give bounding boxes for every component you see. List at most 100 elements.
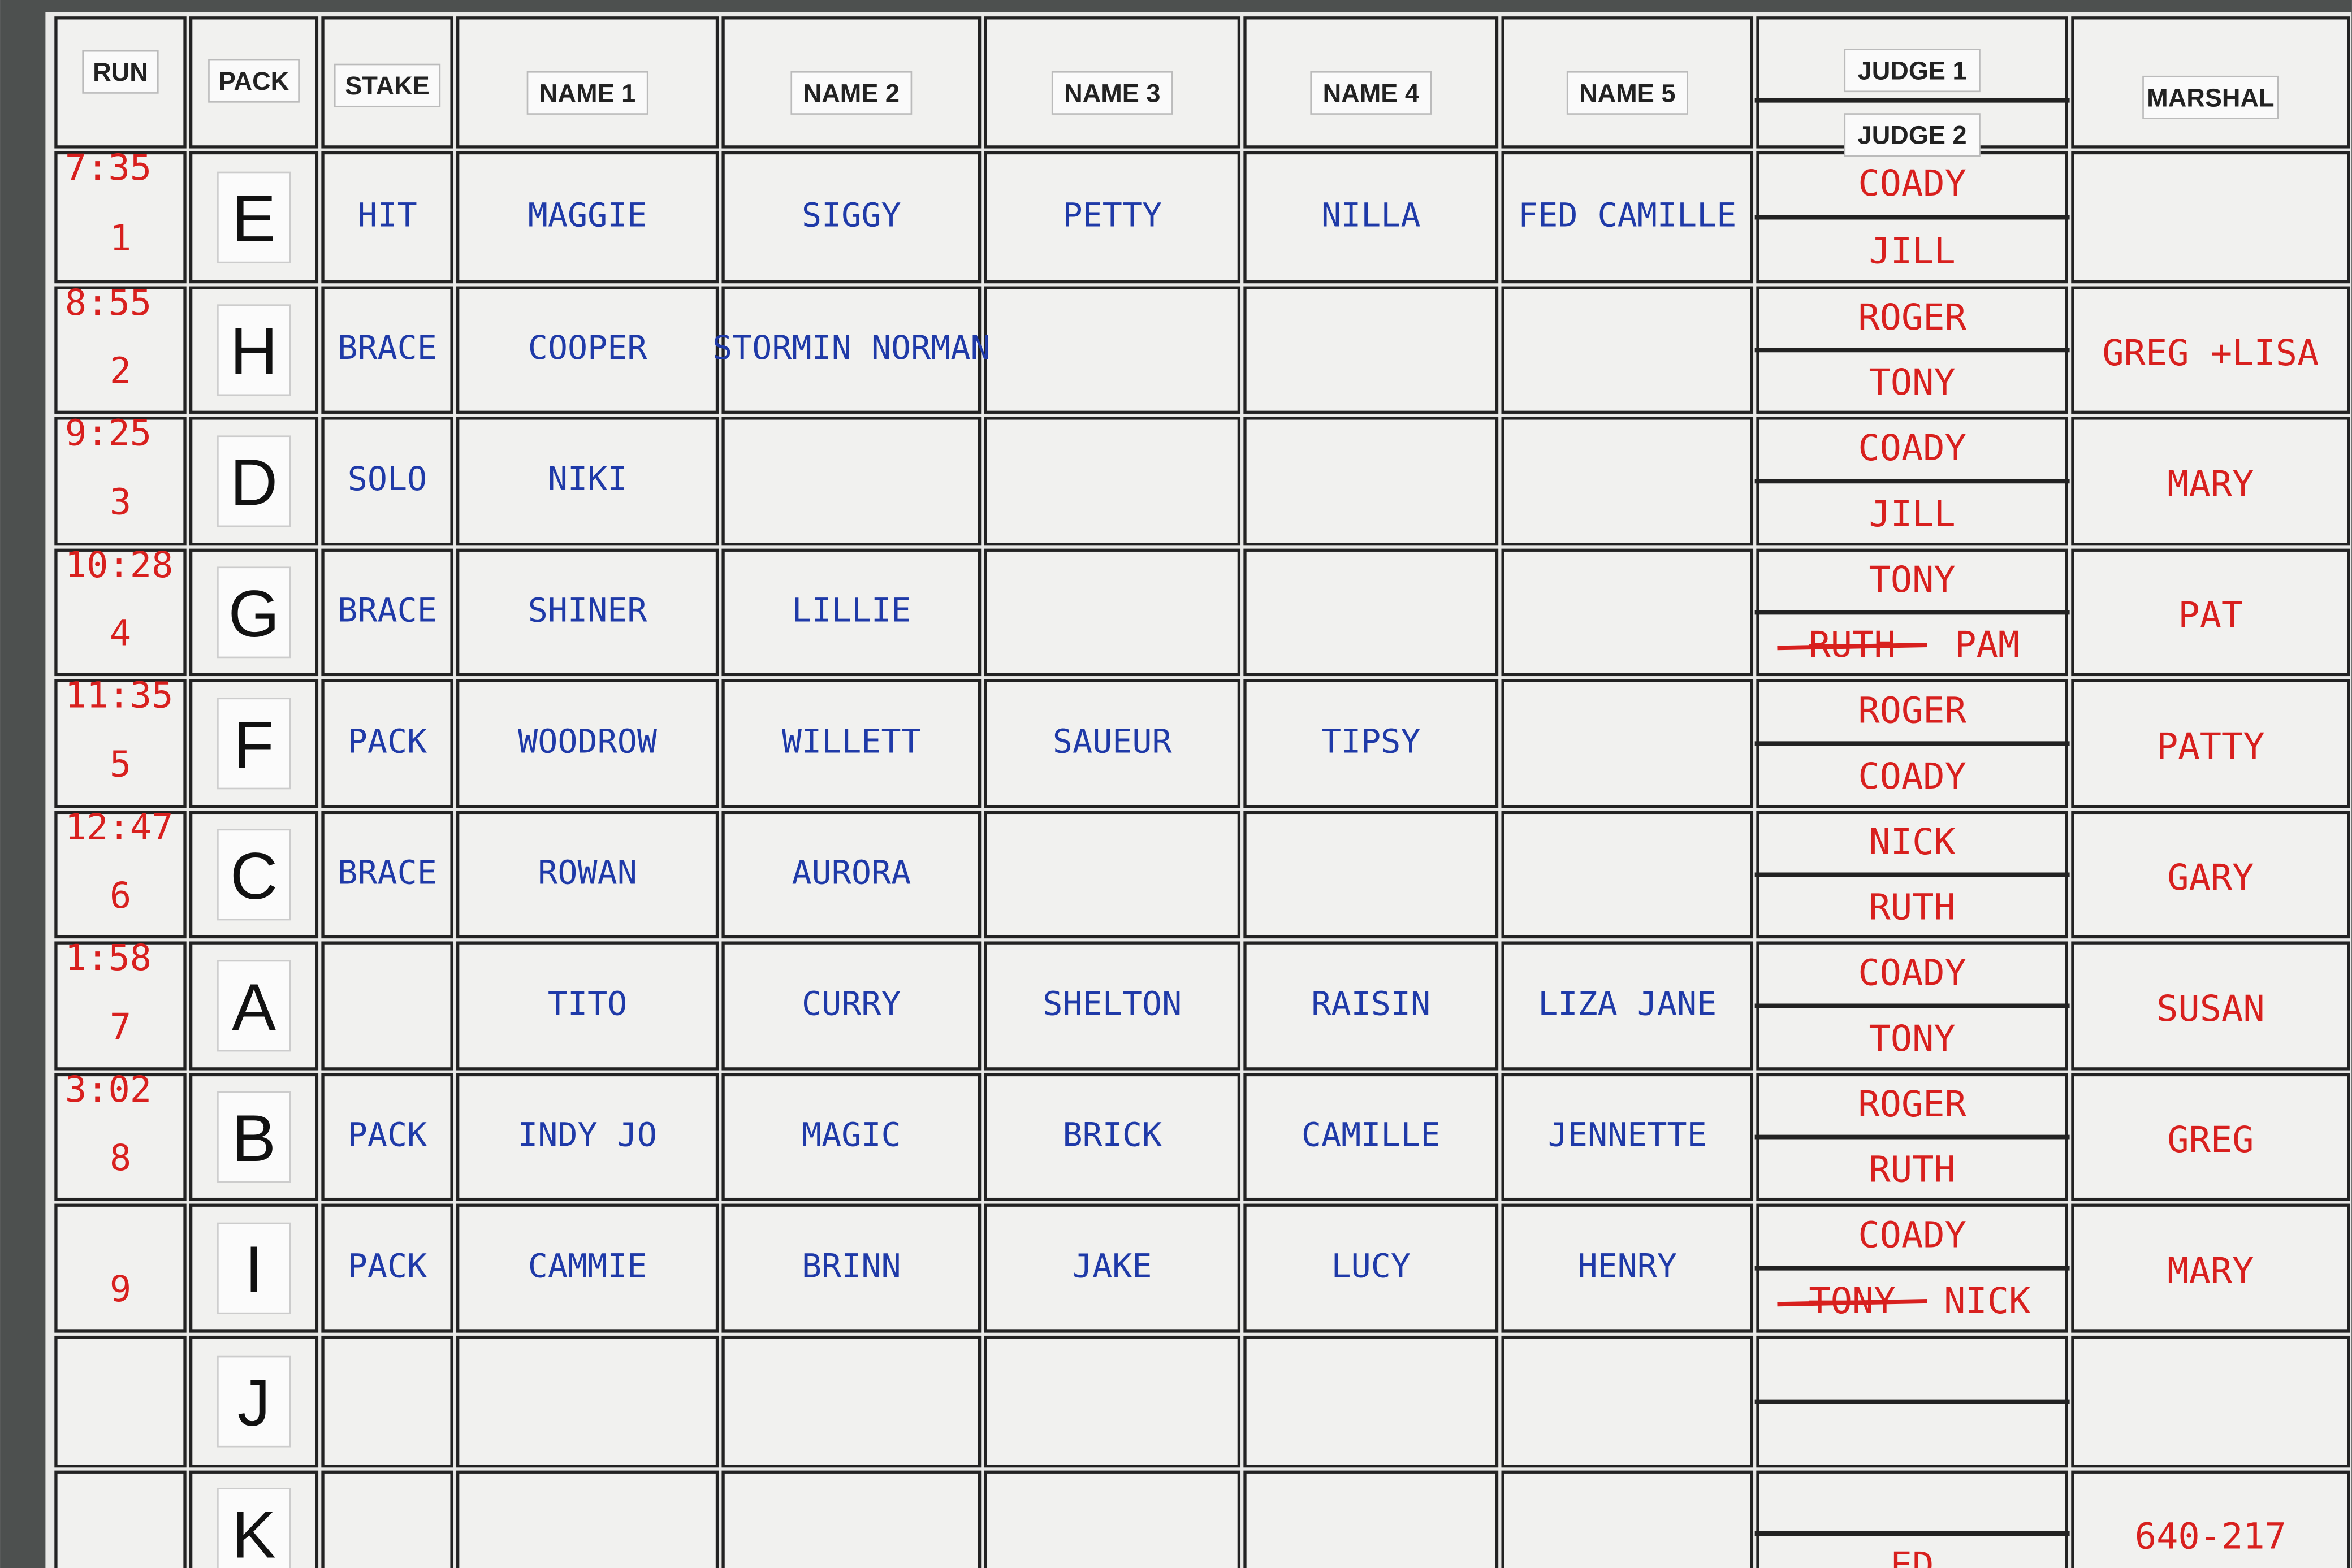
cell — [984, 286, 1241, 414]
pack-tag — [217, 1222, 291, 1314]
marshal: SUSAN — [2156, 988, 2265, 1030]
cell — [54, 286, 187, 414]
cell — [984, 1203, 1241, 1333]
cell — [721, 941, 982, 1071]
judge-1: COADY — [1858, 427, 1966, 469]
dog-name: WILLETT — [782, 722, 921, 760]
dog-name: NILLA — [1321, 196, 1421, 234]
cell — [1243, 151, 1499, 284]
pack-letter: J — [237, 1366, 270, 1440]
cell — [54, 811, 187, 939]
dog-name: SIGGY — [802, 196, 901, 234]
run-time: 8:55 — [65, 282, 152, 324]
cell — [321, 417, 453, 546]
cell — [984, 151, 1241, 284]
cell — [321, 811, 453, 939]
cell — [321, 941, 453, 1071]
judge-2: PAM — [1955, 624, 2020, 666]
cell — [1243, 286, 1499, 414]
pack-letter: G — [228, 577, 280, 651]
cell — [321, 548, 453, 677]
header-label: NAME 3 — [1064, 79, 1160, 107]
run-time: 9:25 — [65, 413, 152, 454]
run-time: 1:58 — [65, 937, 152, 979]
judge-2: RUTH — [1869, 886, 1956, 928]
cell — [1501, 548, 1754, 677]
pack-letter: H — [230, 314, 278, 388]
judge-1: COADY — [1858, 1214, 1966, 1256]
header-label: NAME 1 — [539, 79, 635, 107]
judge-2: JILL — [1869, 493, 1956, 535]
judge-1: ROGER — [1858, 690, 1966, 731]
stake: HIT — [357, 196, 417, 234]
dog-name: HENRY — [1577, 1247, 1677, 1285]
stake: PACK — [348, 1115, 427, 1154]
cell — [456, 417, 719, 546]
header-label: STAKE — [345, 71, 429, 100]
header-tag — [526, 71, 648, 115]
cell — [54, 1073, 187, 1201]
dog-name: SAUEUR — [1053, 722, 1173, 760]
cell — [984, 548, 1241, 677]
cell — [721, 1335, 982, 1468]
dog-name: MAGIC — [802, 1115, 901, 1154]
cell — [721, 548, 982, 677]
run-number: 5 — [110, 744, 131, 786]
cell — [1501, 1335, 1754, 1468]
cell — [54, 941, 187, 1071]
pack-letter: B — [232, 1101, 276, 1175]
cell — [321, 1073, 453, 1201]
dog-name: CAMILLE — [1302, 1115, 1441, 1154]
cell — [2071, 1470, 2350, 1568]
stake: SOLO — [348, 460, 427, 498]
marshal: MARY — [2167, 1250, 2254, 1292]
run-number: 4 — [110, 613, 131, 655]
run-time: 7:35 — [65, 147, 152, 189]
pack-letter: D — [230, 445, 278, 519]
header-label: NAME 4 — [1323, 79, 1419, 107]
cell — [2071, 548, 2350, 677]
cell — [2071, 1073, 2350, 1201]
dog-name: JENNETTE — [1548, 1115, 1707, 1154]
run-number: 1 — [110, 218, 131, 259]
cell — [456, 151, 719, 284]
run-number: 2 — [110, 350, 131, 392]
header-tag — [790, 71, 913, 115]
cell — [1501, 1073, 1754, 1201]
header-label: NAME 2 — [803, 79, 900, 107]
dog-name: STORMIN NORMAN — [712, 328, 991, 367]
dog-name: SHELTON — [1043, 984, 1182, 1023]
cell — [54, 16, 187, 149]
dog-name: INDY JO — [518, 1115, 657, 1154]
cell — [984, 811, 1241, 939]
judge-1: COADY — [1858, 952, 1966, 994]
pack-letter: K — [232, 1497, 276, 1568]
cell — [2071, 286, 2350, 414]
judge-1: ROGER — [1858, 297, 1966, 339]
judge-2: NICK — [1944, 1280, 2031, 1322]
run-number: 7 — [110, 1006, 131, 1048]
marshal: GARY — [2167, 857, 2254, 899]
cell — [54, 1335, 187, 1468]
cell — [1501, 1470, 1754, 1568]
judge-2: ED — [1891, 1545, 1934, 1568]
cell — [984, 1470, 1241, 1568]
marshal: PATTY — [2156, 726, 2265, 768]
dog-name: NIKI — [548, 460, 627, 498]
cell — [456, 286, 719, 414]
cell — [1501, 417, 1754, 546]
cell — [2071, 811, 2350, 939]
judge-1: NICK — [1869, 821, 1956, 863]
cell — [2071, 1203, 2350, 1333]
cell — [721, 679, 982, 808]
cell — [1243, 1203, 1499, 1333]
cell — [1243, 548, 1499, 677]
pack-letter: E — [232, 181, 276, 255]
marshal: GREG — [2167, 1119, 2254, 1161]
cell — [984, 1073, 1241, 1201]
dog-name: MAGGIE — [528, 196, 647, 234]
cell — [54, 1470, 187, 1568]
stake: PACK — [348, 1247, 427, 1285]
header-tag — [208, 59, 300, 103]
